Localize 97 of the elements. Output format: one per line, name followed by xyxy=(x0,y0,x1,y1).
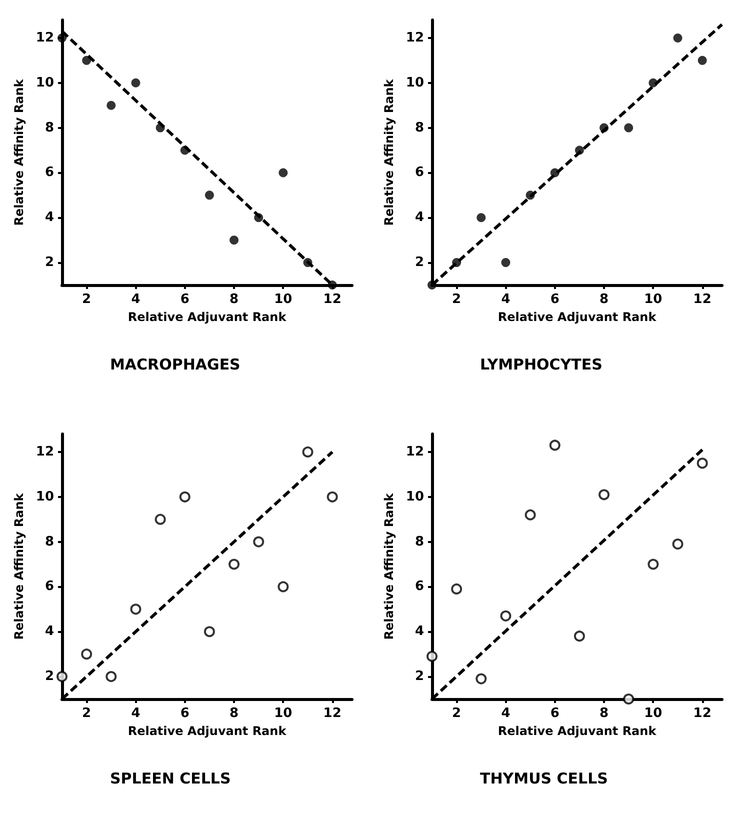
point xyxy=(501,258,510,268)
point xyxy=(106,100,116,110)
y-tick-label: 4 xyxy=(44,210,54,226)
x-tick-label: 8 xyxy=(600,292,609,307)
point xyxy=(204,626,215,638)
text: MACROPHAGES xyxy=(110,356,240,374)
text: LYMPHOCYTES xyxy=(480,356,602,374)
x-tick-label: 4 xyxy=(131,706,140,721)
point xyxy=(574,630,585,642)
point xyxy=(426,650,438,662)
point xyxy=(179,491,190,502)
x-tick-label: 10 xyxy=(644,706,662,721)
x-tick-label: 12 xyxy=(323,706,342,721)
point xyxy=(698,56,707,65)
y-tick-label: 6 xyxy=(44,579,54,594)
x-tick-label: 6 xyxy=(180,292,190,307)
x-tick-label: 4 xyxy=(501,292,510,307)
point xyxy=(524,509,536,520)
x-axis-title: Relative Adjuvant Rank xyxy=(498,724,658,738)
y-axis-title: Relative Affinity Rank xyxy=(382,492,396,640)
x-tick-label: 12 xyxy=(323,292,342,307)
point xyxy=(476,673,487,684)
x-tick-label: 6 xyxy=(550,292,560,307)
x-tick-label: 2 xyxy=(452,706,462,721)
point xyxy=(130,604,142,615)
x-tick-label: 10 xyxy=(644,292,662,307)
y-tick-label: 6 xyxy=(44,165,54,180)
x-tick-label: 4 xyxy=(131,292,140,307)
y-axis-title: Relative Affinity Rank xyxy=(382,78,396,226)
point xyxy=(549,440,560,451)
point xyxy=(58,33,66,42)
point xyxy=(648,558,659,570)
y-tick-label: 12 xyxy=(406,444,424,460)
y-tick-label: 2 xyxy=(44,669,54,684)
point xyxy=(500,610,512,622)
y-tick-label: 2 xyxy=(44,255,54,270)
y-tick-label: 2 xyxy=(414,255,424,270)
point xyxy=(302,446,314,458)
point xyxy=(253,536,264,548)
y-axis-title: Relative Affinity Rank xyxy=(12,78,26,226)
point xyxy=(154,514,166,525)
y-tick-label: 4 xyxy=(414,624,424,640)
y-tick-label: 10 xyxy=(406,75,424,90)
x-tick-label: 6 xyxy=(550,706,560,721)
point xyxy=(598,489,610,500)
y-tick-label: 10 xyxy=(406,489,424,504)
x-tick-label: 8 xyxy=(230,706,239,721)
y-tick-label: 8 xyxy=(414,120,424,136)
point xyxy=(278,581,289,592)
y-tick-label: 8 xyxy=(44,534,54,550)
point xyxy=(82,56,92,65)
point xyxy=(131,78,140,88)
point xyxy=(696,458,708,469)
point xyxy=(451,583,462,594)
x-tick-label: 10 xyxy=(274,292,292,307)
point xyxy=(204,190,214,200)
point xyxy=(672,538,684,550)
y-axis-title: Relative Affinity Rank xyxy=(12,492,26,640)
y-tick-label: 8 xyxy=(414,534,424,550)
point xyxy=(326,491,338,502)
y-tick-label: 10 xyxy=(36,75,54,90)
y-tick-label: 8 xyxy=(44,120,54,136)
x-tick-label: 6 xyxy=(180,706,190,721)
x-tick-label: 4 xyxy=(501,706,510,721)
point xyxy=(278,168,288,178)
x-axis-title: Relative Adjuvant Rank xyxy=(128,724,288,738)
text: THYMUS CELLS xyxy=(480,770,608,788)
point xyxy=(476,213,486,222)
x-tick-label: 2 xyxy=(82,292,92,307)
x-axis-title: Relative Adjuvant Rank xyxy=(128,310,288,324)
x-axis-title: Relative Adjuvant Rank xyxy=(498,310,658,324)
point xyxy=(230,236,239,245)
y-tick-label: 4 xyxy=(44,624,54,640)
point xyxy=(673,33,682,42)
y-tick-label: 10 xyxy=(36,489,54,504)
y-tick-label: 6 xyxy=(414,579,424,594)
x-tick-label: 12 xyxy=(693,706,712,721)
point xyxy=(56,671,68,682)
point xyxy=(81,648,92,660)
y-tick-label: 4 xyxy=(414,210,424,226)
y-tick-label: 12 xyxy=(36,444,54,460)
x-tick-label: 2 xyxy=(82,706,92,721)
y-tick-label: 2 xyxy=(414,669,424,684)
y-tick-label: 12 xyxy=(36,30,54,46)
y-tick-label: 12 xyxy=(406,30,424,46)
point xyxy=(228,558,240,570)
text: SPLEEN CELLS xyxy=(110,770,231,788)
x-tick-label: 2 xyxy=(452,292,462,307)
x-tick-label: 8 xyxy=(230,292,239,307)
x-tick-label: 10 xyxy=(274,706,292,721)
point xyxy=(624,123,634,132)
y-tick-label: 6 xyxy=(414,165,424,180)
x-tick-label: 8 xyxy=(600,706,609,721)
point xyxy=(328,280,337,290)
point xyxy=(106,671,117,682)
x-tick-label: 12 xyxy=(693,292,712,307)
point xyxy=(623,694,634,704)
